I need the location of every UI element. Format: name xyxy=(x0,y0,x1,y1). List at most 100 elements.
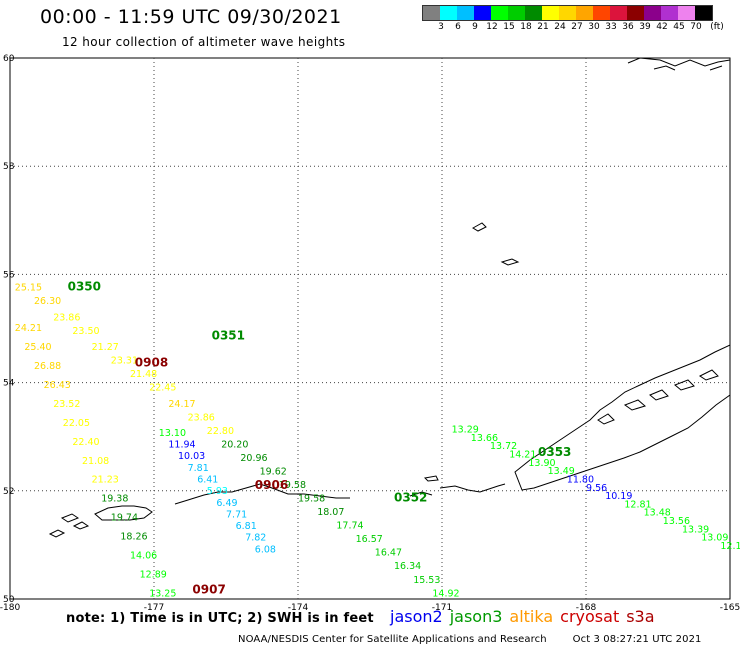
lon-tick-label: -165 xyxy=(720,603,740,613)
wave-height-value: 19.38 xyxy=(101,494,128,505)
wave-height-value: 13.56 xyxy=(663,516,690,527)
lon-tick-label: -171 xyxy=(432,603,452,613)
colorbar-swatch xyxy=(457,6,474,20)
track-jason3: 25.15 26.30 23.86 23.50 21.27 23.31 21.48 22.45… xyxy=(15,283,740,600)
wave-height-value: 13.39 xyxy=(682,524,709,535)
wave-height-value: 13.72 xyxy=(490,441,517,452)
wave-height-value: 13.25 xyxy=(149,588,176,599)
legend-jason3: jason3 xyxy=(449,607,503,626)
wave-height-value: 11.94 xyxy=(168,439,195,450)
rat-islands xyxy=(94,505,153,521)
wave-height-value: 6.49 xyxy=(216,498,237,509)
colorbar-swatch xyxy=(644,6,661,20)
wave-height-value: 23.52 xyxy=(53,399,80,410)
page-title: 00:00 - 11:59 UTC 09/30/2021 xyxy=(40,6,342,28)
pribilof-island xyxy=(472,222,487,232)
wave-height-value: 22.05 xyxy=(63,418,90,429)
lat-tick-label: 50 xyxy=(3,595,15,605)
colorbar-swatch xyxy=(525,6,542,20)
pass-time-label: 0352 xyxy=(394,491,427,505)
wave-height-value: 22.45 xyxy=(149,383,176,394)
wave-height-value: 13.90 xyxy=(528,458,555,469)
colorbar-label: 18 xyxy=(520,22,532,32)
wave-height-value: 18.26 xyxy=(120,531,147,542)
alaska-peninsula-coast xyxy=(514,344,731,491)
fox-islands xyxy=(409,475,506,497)
colorbar-swatch xyxy=(542,6,559,20)
colorbar-label: 15 xyxy=(503,22,515,32)
lat-tick-label: 52 xyxy=(3,487,14,497)
wave-height-value: 23.86 xyxy=(188,412,215,423)
lon-tick-label: -180 xyxy=(0,603,20,613)
legend-cryosat: cryosat xyxy=(560,607,620,626)
colorbar-swatch xyxy=(593,6,610,20)
wave-height-value: 13.66 xyxy=(471,433,498,444)
colorbar-swatch xyxy=(576,6,593,20)
wave-height-value: 13.09 xyxy=(701,533,728,544)
colorbar-swatch xyxy=(661,6,678,20)
wave-height-value: 7.81 xyxy=(188,463,209,474)
colorbar-label: 12 xyxy=(486,22,498,32)
satellite-legend: jason2 jason3 altika cryosat s3a xyxy=(390,607,662,626)
track-cryosat: 24.21 25.40 26.88 26.43 23.52 22.05 22.40 21.08… xyxy=(15,323,276,599)
wave-height-value: 7.71 xyxy=(226,509,247,520)
wave-height-value: 18.07 xyxy=(317,507,344,518)
wave-height-value: 23.50 xyxy=(72,326,99,337)
wave-height-value: 17.74 xyxy=(336,521,363,532)
legend-altika: altika xyxy=(509,607,554,626)
colorbar-label: 42 xyxy=(656,22,668,32)
wave-height-value: 13.48 xyxy=(644,508,671,519)
wave-height-value: 20.20 xyxy=(221,440,248,451)
lon-tick-label: -174 xyxy=(288,603,309,613)
wave-height-value: 11.80 xyxy=(567,474,594,485)
wave-height-value: 12.89 xyxy=(140,569,167,580)
footer-note: note: 1) Time is in UTC; 2) SWH is in fe… xyxy=(66,611,374,626)
colorbar-unit: (ft) xyxy=(710,22,724,32)
wave-height-value: 12.14 xyxy=(720,541,740,552)
wave-height-value: 6.08 xyxy=(255,544,276,555)
credit-line: NOAA/NESDIS Center for Satellite Applica… xyxy=(238,634,702,645)
wave-height-value: 6.81 xyxy=(236,521,257,532)
wave-height-colorbar xyxy=(422,5,713,21)
wave-height-value: 24.17 xyxy=(168,399,195,410)
pass-time-labels: 0350 0351 0908 0352 0907 0353 0906 xyxy=(68,280,572,597)
wave-height-value: 13.49 xyxy=(548,466,575,477)
credit-text: NOAA/NESDIS Center for Satellite Applica… xyxy=(238,634,547,645)
colorbar-label: 36 xyxy=(622,22,634,32)
pass-time-label: 0353 xyxy=(538,445,571,459)
colorbar-label: 33 xyxy=(605,22,617,32)
wave-height-value: 21.23 xyxy=(92,475,119,486)
legend-s3a: s3a xyxy=(626,607,655,626)
wave-height-value: 16.47 xyxy=(375,548,402,559)
colorbar-labels: 3 6 9 12 15 18 21 24 27 30 33 36 39 42 45 70 (ft) xyxy=(422,22,740,34)
pass-time-label: 0908 xyxy=(135,355,168,369)
colorbar-swatch xyxy=(508,6,525,20)
colorbar-label: 3 xyxy=(438,22,444,32)
colorbar-swatch xyxy=(491,6,508,20)
colorbar-label: 21 xyxy=(537,22,549,32)
wave-height-value: 15.53 xyxy=(413,575,440,586)
wave-height-value: 26.30 xyxy=(34,296,61,307)
colorbar-swatch xyxy=(474,6,491,20)
alaska-mainland-coast xyxy=(627,57,731,71)
wave-height-value: 21.27 xyxy=(92,342,119,353)
colorbar-label: 30 xyxy=(588,22,600,32)
wave-height-value: 19.62 xyxy=(260,467,287,478)
wave-height-value: 22.40 xyxy=(72,437,99,448)
wave-height-value: 20.96 xyxy=(240,453,267,464)
colorbar-label: 70 xyxy=(690,22,702,32)
wave-height-value: 16.57 xyxy=(356,534,383,545)
colorbar-label: 9 xyxy=(472,22,478,32)
wave-height-value: 14.92 xyxy=(432,588,459,599)
wave-height-value: 21.48 xyxy=(130,369,157,380)
wave-height-value: 16.34 xyxy=(394,561,421,572)
pass-time-label: 0906 xyxy=(255,478,288,492)
legend-jason2: jason2 xyxy=(390,607,443,626)
wave-height-value: 26.43 xyxy=(44,380,71,391)
pass-time-label: 0907 xyxy=(192,583,225,597)
colorbar-label: 45 xyxy=(673,22,685,32)
wave-height-value: 25.15 xyxy=(15,283,42,294)
map-frame xyxy=(9,57,731,600)
wave-height-value: 26.88 xyxy=(34,361,61,372)
